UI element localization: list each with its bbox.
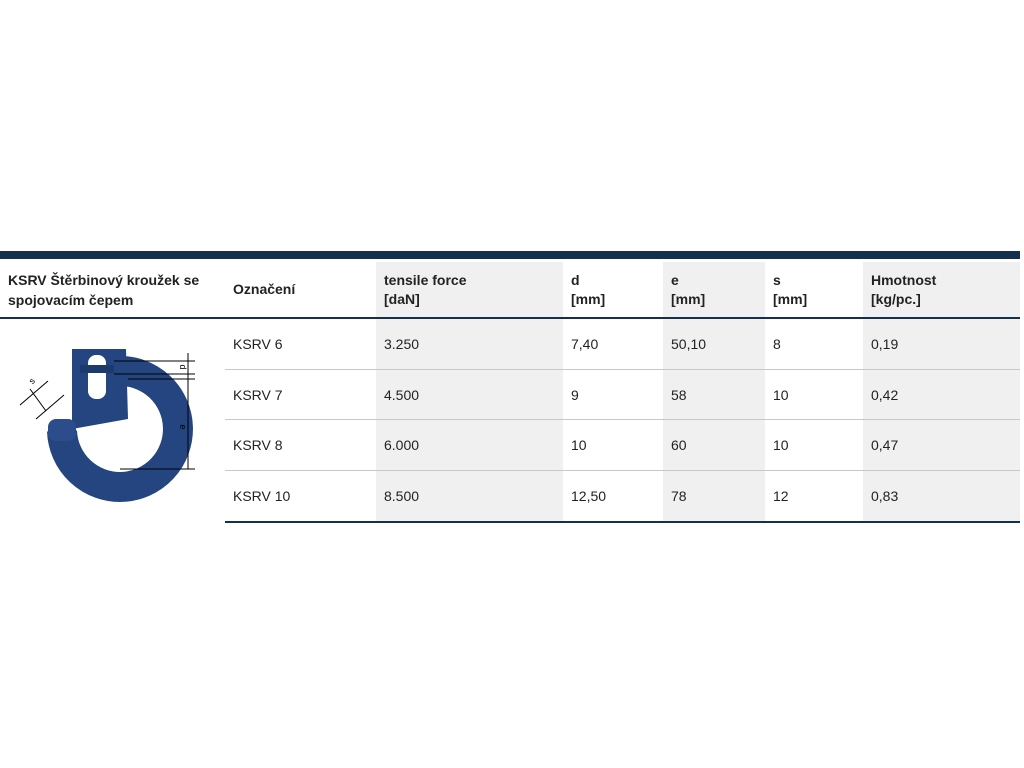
table-cell: 12 — [765, 470, 863, 523]
dimension-label: e — [178, 424, 188, 429]
header-line: Hmotnost — [871, 271, 937, 288]
table-cell: 50,10 — [663, 318, 765, 370]
table-cell: 58 — [663, 369, 765, 421]
table-cell: 0,83 — [863, 470, 1020, 523]
dimension-line — [19, 380, 49, 406]
hook-tip — [48, 419, 76, 441]
column-header: s [mm] — [765, 262, 863, 319]
table-row: KSRV 10 8.500 12,50 78 12 0,83 — [0, 470, 1020, 523]
table-cell: 4.500 — [376, 369, 563, 421]
dimension-line — [35, 394, 65, 420]
table-cell: 0,47 — [863, 419, 1020, 471]
table-title: KSRV Štěrbinový kroužek se spojovacím če… — [0, 262, 225, 319]
column-header: d [mm] — [563, 262, 663, 319]
header-line: [mm] — [671, 290, 706, 307]
header-line: e — [671, 271, 679, 288]
table-cell: 6.000 — [376, 419, 563, 471]
header-line: s — [773, 271, 781, 288]
header-line: [kg/pc.] — [871, 290, 921, 307]
header-line: d — [571, 271, 580, 288]
dimension-label: s — [27, 375, 38, 386]
table-cell: 8 — [765, 318, 863, 370]
table-cell: KSRV 6 — [225, 318, 376, 370]
header-line: [mm] — [773, 290, 808, 307]
table-cell: KSRV 7 — [225, 369, 376, 421]
table-cell: 7,40 — [563, 318, 663, 370]
table-cell: 12,50 — [563, 470, 663, 523]
hook-pin — [80, 365, 114, 373]
product-table: KSRV Štěrbinový kroužek se spojovacím če… — [0, 262, 1020, 523]
top-bar — [0, 251, 1020, 259]
table-cell: 10 — [765, 419, 863, 471]
table-cell: 9 — [563, 369, 663, 421]
table-cell: KSRV 8 — [225, 419, 376, 471]
hook-diagram: d e s — [19, 349, 195, 502]
column-header: Označení — [225, 262, 376, 319]
table-cell: 8.500 — [376, 470, 563, 523]
table-cell: 10 — [563, 419, 663, 471]
dimension-line — [29, 388, 47, 412]
table-row: KSRV 7 4.500 9 58 10 0,42 — [0, 369, 1020, 421]
header-line: [mm] — [571, 290, 606, 307]
image-cell: d e s — [0, 318, 225, 522]
table-row: d e s KSRV 6 3.250 7,40 50,10 8 0,19 — [0, 318, 1020, 502]
column-header: tensile force [daN] — [376, 262, 563, 319]
hook-slot — [88, 355, 106, 399]
table-cell: 10 — [765, 369, 863, 421]
table-row: KSRV 8 6.000 10 60 10 0,47 — [0, 419, 1020, 471]
table-cell: 3.250 — [376, 318, 563, 370]
table-cell: 78 — [663, 470, 765, 523]
header-line: [daN] — [384, 290, 420, 307]
dimension-label: d — [178, 364, 188, 369]
header-line: tensile force — [384, 271, 467, 288]
header-line: Označení — [233, 281, 296, 297]
column-header: Hmotnost [kg/pc.] — [863, 262, 1020, 319]
table-cell: 0,42 — [863, 369, 1020, 421]
column-header: e [mm] — [663, 262, 765, 319]
table-cell: KSRV 10 — [225, 470, 376, 523]
table-cell: 60 — [663, 419, 765, 471]
table-cell: 0,19 — [863, 318, 1020, 370]
header-row: KSRV Štěrbinový kroužek se spojovacím če… — [0, 262, 1020, 319]
table-body: d e s KSRV 6 3.250 7,40 50,10 8 0,19 KSRV 7 4.500 9… — [0, 318, 1020, 523]
